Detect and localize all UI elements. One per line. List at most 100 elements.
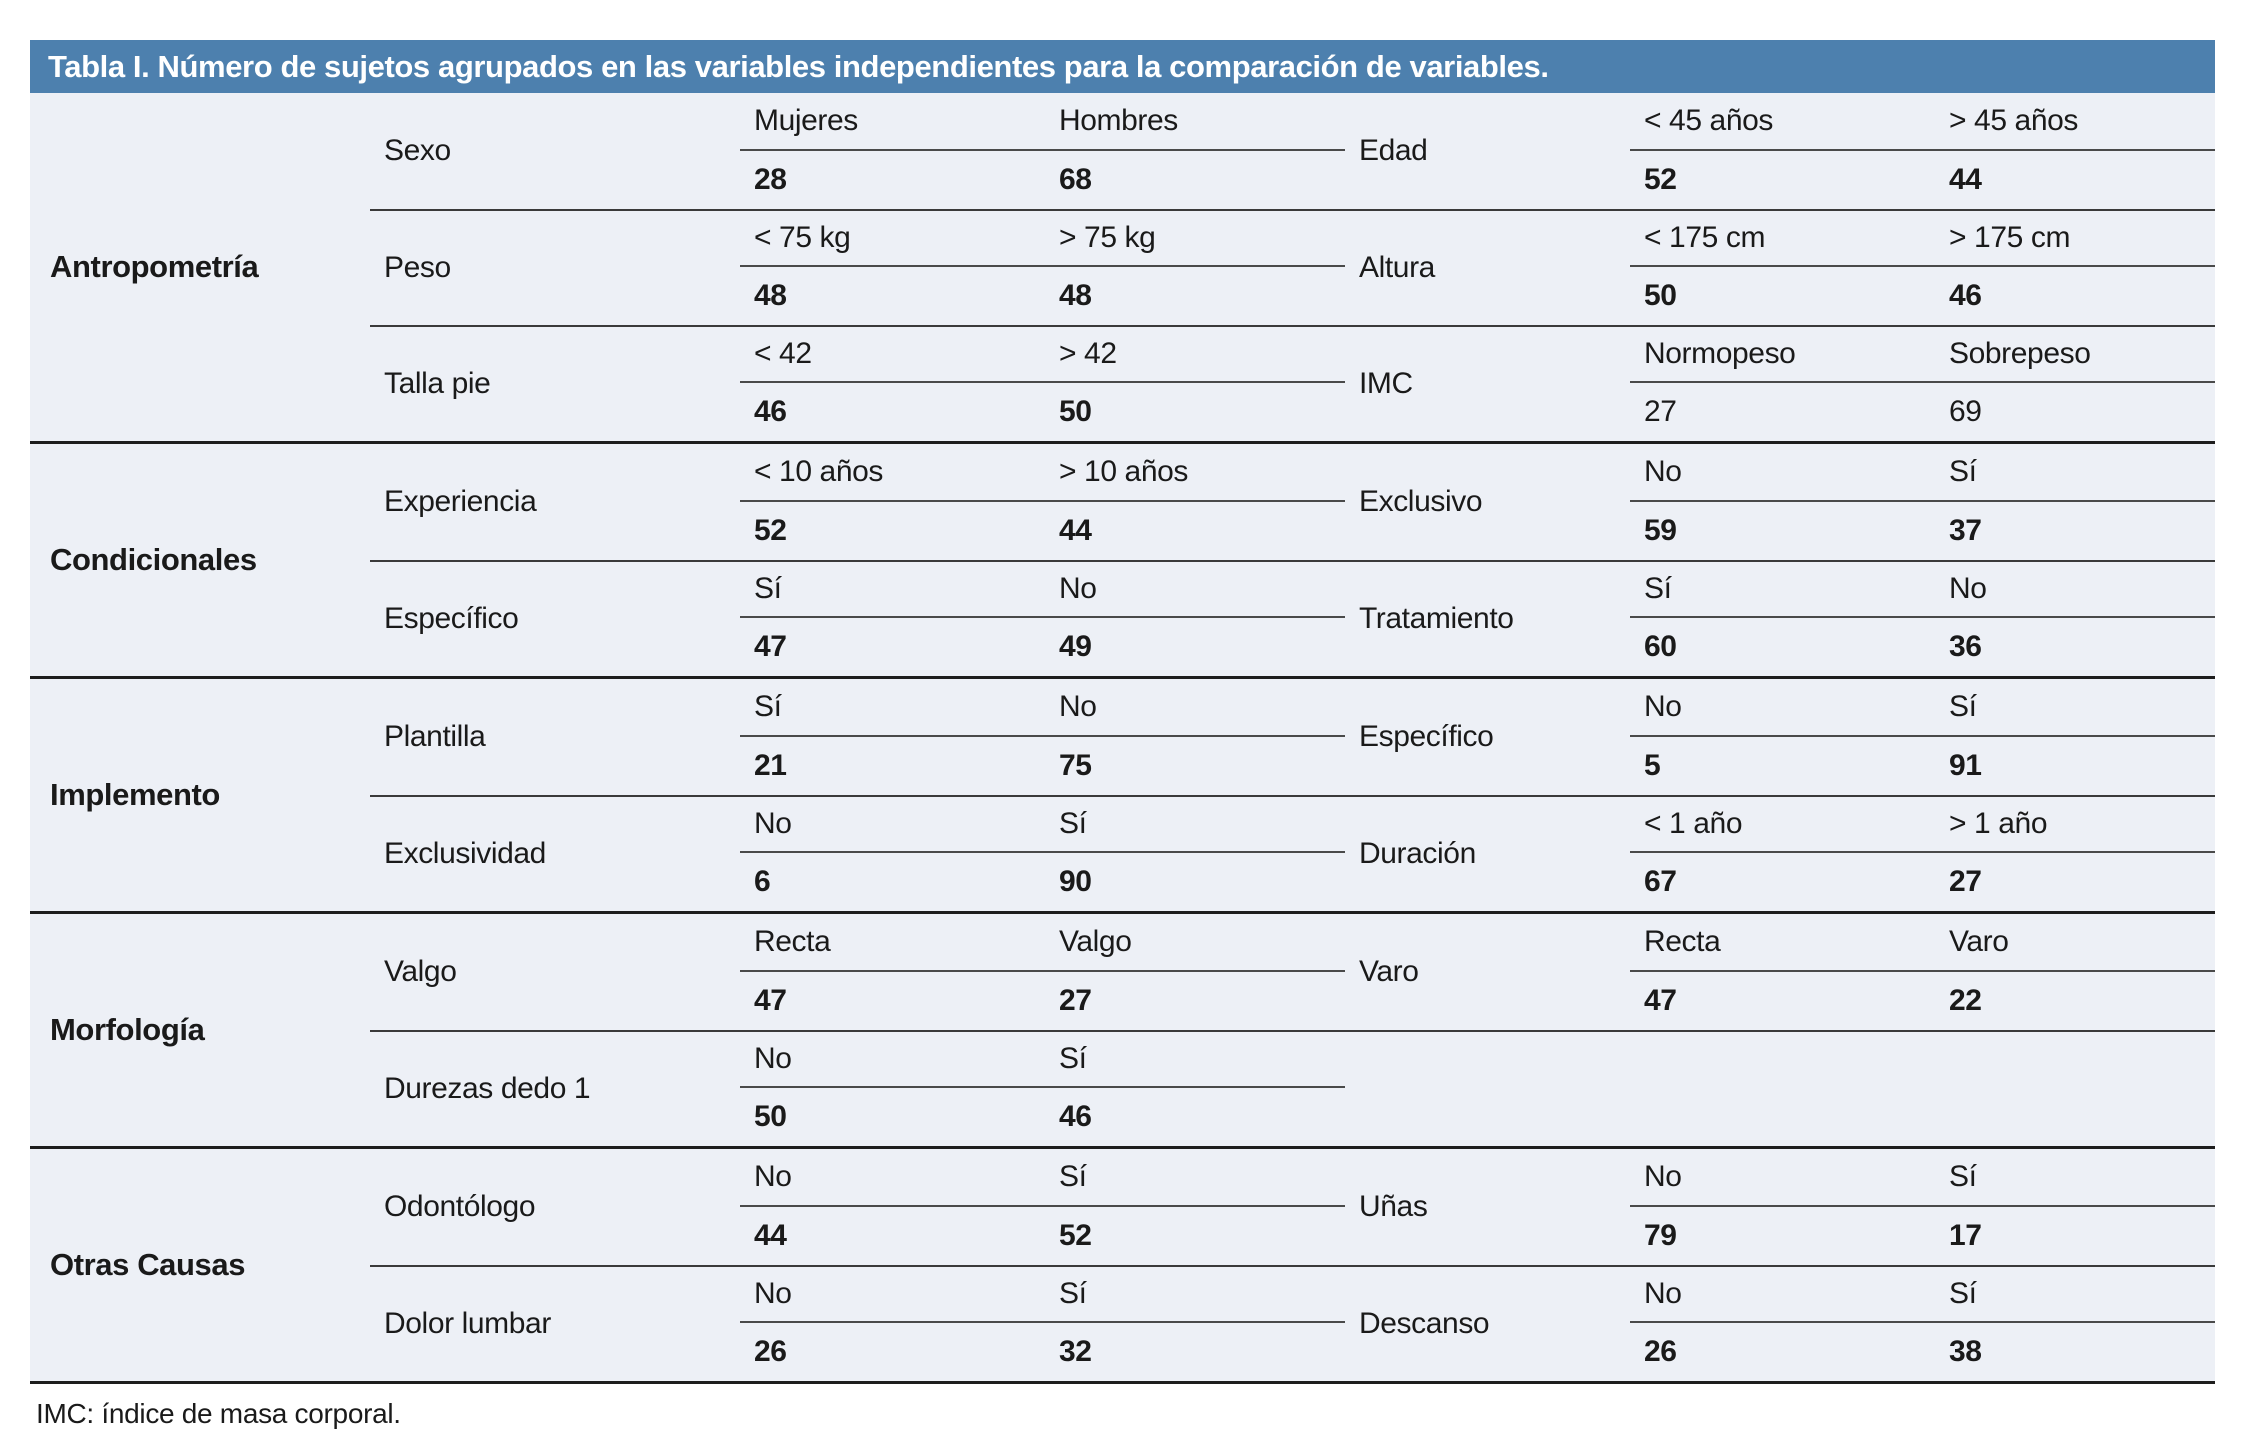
value-cell: 44: [1059, 514, 1092, 547]
value-cell: 27: [1949, 865, 1982, 898]
variable-label: Exclusividad: [370, 795, 740, 911]
variable-label: Durezas dedo 1: [370, 1030, 740, 1146]
category-label: No: [1630, 1149, 1935, 1207]
variable-label: Específico: [1359, 720, 1494, 753]
value-cell: 46: [754, 395, 787, 428]
value-cell: 47: [754, 984, 787, 1017]
category-label: No: [1045, 679, 1345, 737]
category-label: No: [1630, 679, 1935, 737]
variable-label: Peso: [370, 209, 740, 325]
value-cell: 68: [1059, 163, 1092, 196]
value-cell: 79: [1644, 1219, 1677, 1252]
category-label: Sí: [1935, 679, 2215, 737]
value-cell: 6: [754, 865, 771, 898]
variable-label: Descanso: [1345, 1265, 1630, 1381]
category-label: Sí: [740, 560, 1045, 618]
table-title: Tabla I. Número de sujetos agrupados en …: [30, 40, 2215, 93]
value-cell: 60: [1644, 630, 1677, 663]
category-label: No: [740, 1265, 1045, 1323]
value-cell: 52: [1644, 163, 1677, 196]
category-label: No: [1045, 560, 1345, 618]
variable-label: Experiencia: [384, 485, 537, 518]
category-label: > 45 años: [1935, 93, 2215, 151]
variable-label: Altura: [1345, 209, 1630, 325]
empty-cell: [1630, 1030, 1935, 1088]
value-cell: 26: [1644, 1335, 1677, 1368]
variable-label: Talla pie: [370, 325, 740, 441]
value-cell: 48: [754, 279, 787, 312]
category-label: > 42: [1045, 325, 1345, 383]
variable-label: Duración: [1345, 795, 1630, 911]
table-footnote: IMC: índice de masa corporal.: [36, 1398, 401, 1429]
category-label: No: [1630, 1265, 1935, 1323]
category-label: Sí: [1935, 1265, 2215, 1323]
value-cell: 46: [1059, 1100, 1092, 1133]
variable-label: Valgo: [384, 955, 457, 988]
empty-cell: [1345, 1030, 1630, 1088]
category-label: Sí: [1045, 1149, 1345, 1207]
group-section: Otras Causas Odontólogo No 44 Sí 52 Uñas No 79 Sí…: [30, 1146, 2215, 1381]
category-label: < 75 kg: [740, 209, 1045, 267]
category-label: > 1 año: [1935, 795, 2215, 853]
value-cell: 50: [1059, 395, 1092, 428]
category-label: Sobrepeso: [1935, 325, 2215, 383]
category-label: < 1 año: [1630, 795, 1935, 853]
empty-cell: [1935, 1030, 2215, 1088]
variable-label: Odontólogo: [384, 1190, 536, 1223]
variable-label: Sexo: [384, 134, 451, 167]
variable-label: Específico: [370, 560, 740, 676]
value-cell: 32: [1059, 1335, 1092, 1368]
variable-label: Dolor lumbar: [370, 1265, 740, 1381]
value-cell: 27: [1644, 395, 1677, 428]
variable-label: Tratamiento: [1345, 560, 1630, 676]
value-cell: 36: [1949, 630, 1982, 663]
value-cell: 47: [754, 630, 787, 663]
value-cell: 44: [1949, 163, 1982, 196]
category-label: > 10 años: [1045, 444, 1345, 502]
group-label: Implemento: [50, 777, 220, 812]
category-label: Sí: [1045, 1265, 1345, 1323]
category-label: Mujeres: [740, 93, 1045, 151]
value-cell: 21: [754, 749, 787, 782]
value-cell: 67: [1644, 865, 1677, 898]
category-label: Sí: [740, 679, 1045, 737]
value-cell: 44: [754, 1219, 787, 1252]
variable-label: Edad: [1359, 134, 1428, 167]
table-container: Tabla I. Número de sujetos agrupados en …: [30, 40, 2215, 1430]
category-label: > 175 cm: [1935, 209, 2215, 267]
category-label: < 10 años: [740, 444, 1045, 502]
value-cell: 52: [1059, 1219, 1092, 1252]
group-section: Condicionales Experiencia < 10 años 52 > 10 …: [30, 441, 2215, 676]
category-label: Varo: [1935, 914, 2215, 972]
value-cell: 22: [1949, 984, 1982, 1017]
value-cell: 38: [1949, 1335, 1982, 1368]
category-label: No: [1935, 560, 2215, 618]
category-label: Sí: [1935, 1149, 2215, 1207]
category-label: < 45 años: [1630, 93, 1935, 151]
value-cell: 49: [1059, 630, 1092, 663]
variable-label: Varo: [1359, 955, 1419, 988]
value-cell: 26: [754, 1335, 787, 1368]
value-cell: 91: [1949, 749, 1982, 782]
value-cell: 48: [1059, 279, 1092, 312]
category-label: > 75 kg: [1045, 209, 1345, 267]
category-label: Sí: [1630, 560, 1935, 618]
category-label: Recta: [1630, 914, 1935, 972]
category-label: No: [1630, 444, 1935, 502]
group-section: Implemento Plantilla Sí 21 No 75 Específico No 5…: [30, 676, 2215, 911]
category-label: No: [740, 1030, 1045, 1088]
category-label: Valgo: [1045, 914, 1345, 972]
group-label: Condicionales: [50, 542, 257, 577]
category-label: Normopeso: [1630, 325, 1935, 383]
value-cell: 27: [1059, 984, 1092, 1017]
group-section: Morfología Valgo Recta 47 Valgo 27 Varo Recta 47…: [30, 911, 2215, 1146]
group-section: Antropometría Sexo Mujeres 28 Hombres 68 Edad <…: [30, 93, 2215, 441]
value-cell: 75: [1059, 749, 1092, 782]
group-label: Antropometría: [50, 249, 259, 284]
value-cell: 46: [1949, 279, 1982, 312]
category-label: Sí: [1935, 444, 2215, 502]
category-label: No: [740, 1149, 1045, 1207]
variable-label: Uñas: [1359, 1190, 1428, 1223]
value-cell: 59: [1644, 514, 1677, 547]
group-label: Morfología: [50, 1012, 205, 1047]
